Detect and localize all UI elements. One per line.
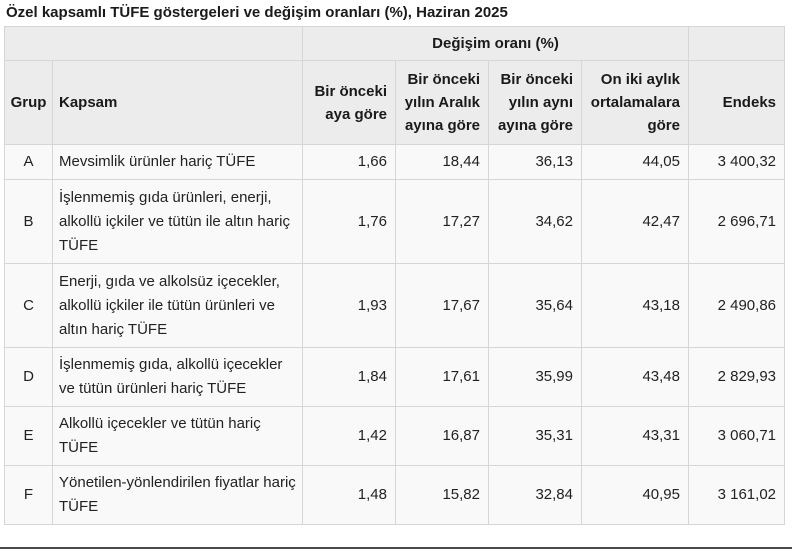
column-header-december: Bir önceki yılın Aralık ayına göre bbox=[395, 60, 489, 145]
column-header-kapsam: Kapsam bbox=[52, 60, 303, 145]
table-row: D İşlenmemiş gıda, alkollü içecekler ve t… bbox=[4, 347, 785, 407]
cell-grup: A bbox=[4, 144, 53, 180]
cell-endeks: 2 490,86 bbox=[688, 263, 785, 348]
cell-kapsam: İşlenmemiş gıda ürünleri, enerji, alkoll… bbox=[52, 179, 303, 264]
cell-twelve-month-average: 42,47 bbox=[581, 179, 689, 264]
column-header-annual: Bir önceki yılın aynı ayına göre bbox=[488, 60, 582, 145]
cell-monthly: 1,93 bbox=[302, 263, 396, 348]
cell-grup: E bbox=[4, 406, 53, 466]
cell-grup: B bbox=[4, 179, 53, 264]
cell-annual: 36,13 bbox=[488, 144, 582, 180]
cell-annual: 34,62 bbox=[488, 179, 582, 264]
column-header-monthly: Bir önceki aya göre bbox=[302, 60, 396, 145]
divider bbox=[0, 547, 792, 549]
cell-monthly: 1,48 bbox=[302, 465, 396, 525]
cell-monthly: 1,76 bbox=[302, 179, 396, 264]
cell-grup: F bbox=[4, 465, 53, 525]
table-row: B İşlenmemiş gıda ürünleri, enerji, alkol… bbox=[4, 179, 785, 264]
table-row: C Enerji, gıda ve alkolsüz içecekler, alk… bbox=[4, 263, 785, 348]
cell-twelve-month-average: 43,48 bbox=[581, 347, 689, 407]
cell-endeks: 2 829,93 bbox=[688, 347, 785, 407]
cpi-table: Değişim oranı (%) Grup Kapsam Bir önceki… bbox=[4, 26, 785, 525]
header-spacer bbox=[4, 26, 303, 61]
cell-kapsam: Yönetilen-yönlendirilen fiyatlar hariç T… bbox=[52, 465, 303, 525]
cell-kapsam: Alkollü içecekler ve tütün hariç TÜFE bbox=[52, 406, 303, 466]
cell-endeks: 3 060,71 bbox=[688, 406, 785, 466]
cell-monthly: 1,84 bbox=[302, 347, 396, 407]
cell-annual: 32,84 bbox=[488, 465, 582, 525]
cell-grup: C bbox=[4, 263, 53, 348]
cell-endeks: 3 400,32 bbox=[688, 144, 785, 180]
cell-grup: D bbox=[4, 347, 53, 407]
cell-twelve-month-average: 44,05 bbox=[581, 144, 689, 180]
cell-december: 17,67 bbox=[395, 263, 489, 348]
cell-annual: 35,64 bbox=[488, 263, 582, 348]
cell-twelve-month-average: 43,31 bbox=[581, 406, 689, 466]
cell-december: 17,61 bbox=[395, 347, 489, 407]
cell-kapsam: Enerji, gıda ve alkolsüz içecekler, alko… bbox=[52, 263, 303, 348]
cell-december: 16,87 bbox=[395, 406, 489, 466]
cell-monthly: 1,42 bbox=[302, 406, 396, 466]
cell-twelve-month-average: 40,95 bbox=[581, 465, 689, 525]
cell-kapsam: Mevsimlik ürünler hariç TÜFE bbox=[52, 144, 303, 180]
header-spacer-right bbox=[688, 26, 785, 61]
cell-annual: 35,31 bbox=[488, 406, 582, 466]
group-header-change-rate: Değişim oranı (%) bbox=[302, 26, 689, 61]
table-row: E Alkollü içecekler ve tütün hariç TÜFE 1,… bbox=[4, 406, 785, 466]
table-row: F Yönetilen-yönlendirilen fiyatlar hariç … bbox=[4, 465, 785, 525]
cell-december: 15,82 bbox=[395, 465, 489, 525]
page-title: Özel kapsamlı TÜFE göstergeleri ve değiş… bbox=[6, 4, 508, 21]
column-header-twelve-month-average: On iki aylık ortalamalara göre bbox=[581, 60, 689, 145]
cell-monthly: 1,66 bbox=[302, 144, 396, 180]
cell-endeks: 2 696,71 bbox=[688, 179, 785, 264]
table-body: A Mevsimlik ürünler hariç TÜFE 1,66 18,44 36… bbox=[4, 144, 785, 525]
table-row: A Mevsimlik ürünler hariç TÜFE 1,66 18,44 36… bbox=[4, 144, 785, 180]
cell-kapsam: İşlenmemiş gıda, alkollü içecekler ve tü… bbox=[52, 347, 303, 407]
cell-december: 17,27 bbox=[395, 179, 489, 264]
cell-annual: 35,99 bbox=[488, 347, 582, 407]
cell-twelve-month-average: 43,18 bbox=[581, 263, 689, 348]
cell-endeks: 3 161,02 bbox=[688, 465, 785, 525]
cell-december: 18,44 bbox=[395, 144, 489, 180]
column-header-grup: Grup bbox=[4, 60, 53, 145]
column-header-endeks: Endeks bbox=[688, 60, 785, 145]
